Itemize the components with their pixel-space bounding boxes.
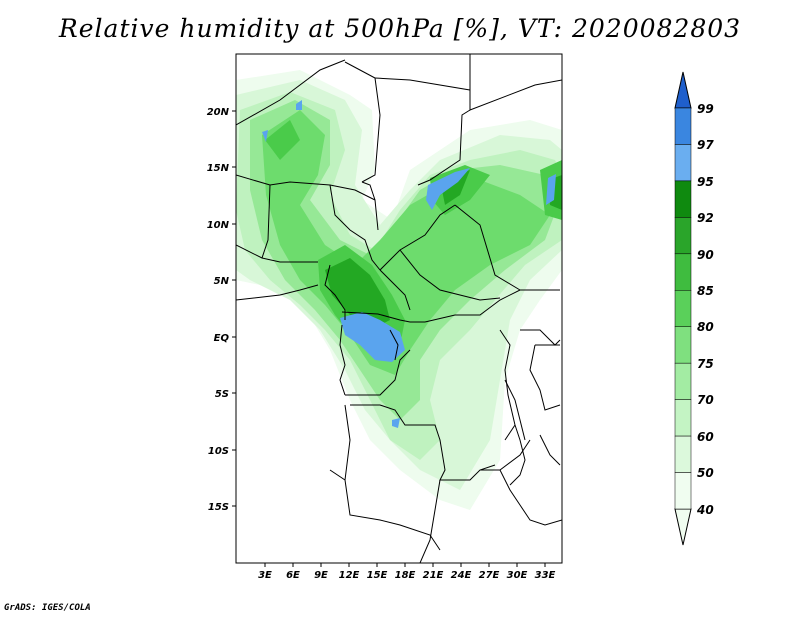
lon-label: 30E (507, 570, 528, 581)
latitude-axis: 20N 15N 10N 5N EQ 5S 10S 15S (207, 107, 236, 513)
colorbar-segment (674, 107, 692, 145)
colorbar-label: 40 (696, 503, 714, 517)
lon-label: 6E (286, 570, 300, 581)
colorbar-label: 60 (697, 430, 714, 444)
colorbar-segment (674, 290, 692, 327)
colorbar-label: 80 (697, 320, 714, 334)
lat-label: EQ (214, 333, 230, 344)
lat-label: 20N (207, 107, 230, 118)
lon-label: 33E (535, 570, 556, 581)
lat-label: 10S (208, 446, 229, 457)
lon-label: 21E (423, 570, 444, 581)
lon-label: 12E (339, 570, 360, 581)
colorbar-segment (674, 472, 692, 510)
colorbar-segment (674, 253, 692, 291)
colorbar-label: 99 (697, 102, 714, 116)
lon-label: 18E (395, 570, 416, 581)
colorbar-label: 75 (697, 357, 714, 371)
colorbar: 99 97 95 92 90 85 80 75 70 60 50 40 (674, 71, 714, 546)
colorbar-segment (674, 217, 692, 255)
colorbar-label: 97 (697, 138, 714, 152)
colorbar-label: 90 (697, 248, 714, 262)
lat-label: 5N (214, 276, 230, 287)
colorbar-top-arrow (674, 71, 692, 109)
colorbar-label: 92 (697, 211, 714, 225)
colorbar-label: 85 (697, 284, 714, 298)
longitude-axis: 3E 6E 9E 12E 15E 18E 21E 24E 27E 30E 33E (258, 563, 556, 581)
boundaries (236, 54, 562, 563)
lon-label: 3E (258, 570, 272, 581)
colorbar-segment (674, 399, 692, 437)
colorbar-segment (674, 144, 692, 182)
colorbar-segment (674, 435, 692, 473)
lon-label: 27E (479, 570, 500, 581)
footer-credit: GrADS: IGES/COLA (4, 603, 91, 613)
lon-label: 15E (367, 570, 388, 581)
chart-title: Relative humidity at 500hPa [%], VT: 202… (58, 14, 742, 43)
colorbar-label: 95 (697, 175, 714, 189)
colorbar-segment (674, 326, 692, 364)
humidity-field (236, 54, 562, 563)
lat-label: 10N (207, 220, 230, 231)
colorbar-label: 50 (697, 466, 714, 480)
lat-label: 15S (208, 502, 229, 513)
lon-label: 9E (314, 570, 328, 581)
lon-label: 24E (451, 570, 472, 581)
colorbar-segment (674, 180, 692, 218)
colorbar-segment (674, 362, 692, 400)
colorbar-bottom-arrow (674, 508, 692, 546)
lat-label: 15N (207, 163, 230, 174)
map-frame (235, 53, 563, 564)
lat-label: 5S (215, 389, 229, 400)
colorbar-label: 70 (697, 393, 714, 407)
